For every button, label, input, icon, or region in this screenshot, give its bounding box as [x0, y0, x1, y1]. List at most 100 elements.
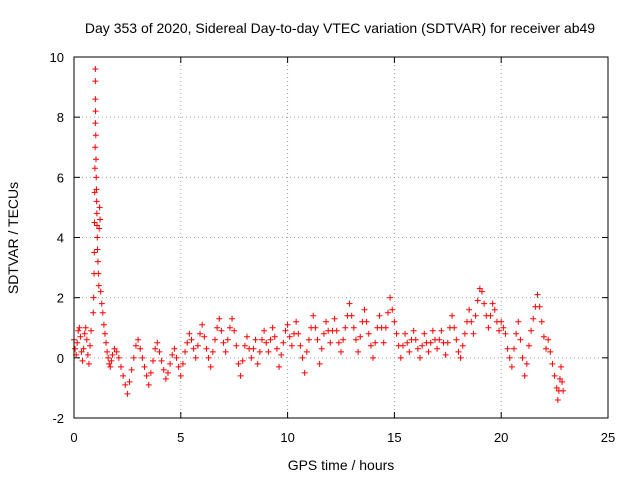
data-point — [145, 381, 152, 388]
data-point — [273, 345, 280, 352]
data-point — [91, 219, 98, 226]
data-point — [91, 165, 98, 172]
data-point — [244, 333, 251, 340]
data-point — [78, 348, 85, 355]
data-point — [109, 351, 116, 358]
data-point — [427, 339, 434, 346]
data-point — [278, 351, 285, 358]
data-point — [485, 324, 492, 331]
data-point — [93, 198, 100, 205]
data-point — [530, 315, 537, 322]
data-point — [295, 330, 302, 337]
data-point — [429, 327, 436, 334]
data-point — [152, 345, 159, 352]
data-point — [380, 339, 387, 346]
y-tick-label: 0 — [57, 351, 64, 366]
data-point — [525, 342, 532, 349]
data-point — [92, 78, 99, 85]
data-point — [96, 225, 103, 232]
data-point — [156, 348, 163, 355]
y-tick-label: 8 — [57, 110, 64, 125]
data-point — [252, 336, 259, 343]
data-point — [442, 351, 449, 358]
data-point — [92, 144, 99, 151]
data-point — [474, 297, 481, 304]
data-point — [476, 285, 483, 292]
data-point — [248, 354, 255, 361]
data-point — [229, 315, 236, 322]
data-point — [108, 357, 115, 364]
data-point — [101, 330, 108, 337]
data-point — [162, 375, 169, 382]
data-point — [220, 339, 227, 346]
data-point — [95, 270, 102, 277]
data-point — [74, 339, 81, 346]
data-point — [417, 354, 424, 361]
data-point — [94, 246, 101, 253]
data-point — [85, 360, 92, 367]
data-point — [556, 375, 563, 382]
data-point — [558, 363, 565, 370]
data-point — [293, 318, 300, 325]
data-point — [554, 396, 561, 403]
data-point — [384, 309, 391, 316]
data-point — [560, 387, 567, 394]
data-point — [97, 216, 104, 223]
data-point — [254, 360, 261, 367]
data-point — [137, 345, 144, 352]
x-tick-label: 5 — [177, 430, 184, 445]
data-point — [190, 345, 197, 352]
data-point — [154, 339, 161, 346]
data-point — [500, 324, 507, 331]
data-point — [449, 312, 456, 319]
data-point — [461, 330, 468, 337]
data-point — [352, 336, 359, 343]
data-point — [342, 324, 349, 331]
data-point — [224, 336, 231, 343]
data-point — [519, 354, 526, 361]
data-point — [90, 294, 97, 301]
data-point — [376, 312, 383, 319]
data-point — [323, 318, 330, 325]
data-point — [173, 354, 180, 361]
data-point — [549, 360, 556, 367]
data-point — [132, 342, 139, 349]
data-point — [271, 333, 278, 340]
data-point — [105, 354, 112, 361]
data-point — [397, 354, 404, 361]
data-point — [117, 363, 124, 370]
data-point — [135, 336, 142, 343]
data-point — [267, 336, 274, 343]
data-point — [124, 390, 131, 397]
data-point — [231, 327, 238, 334]
data-point — [95, 282, 102, 289]
data-point — [256, 348, 263, 355]
data-point — [94, 258, 101, 265]
data-point — [387, 294, 394, 301]
data-point — [425, 348, 432, 355]
x-tick-label: 0 — [70, 430, 77, 445]
plot-frame — [73, 56, 609, 419]
data-point — [84, 351, 91, 358]
chart-title: Day 353 of 2020, Sidereal Day-to-day VTE… — [85, 20, 595, 36]
data-point — [559, 378, 566, 385]
data-point — [444, 339, 451, 346]
data-point — [421, 330, 428, 337]
data-point — [92, 108, 99, 115]
data-point — [126, 378, 133, 385]
data-point — [158, 357, 165, 364]
data-point — [96, 204, 103, 211]
data-point — [222, 348, 229, 355]
data-point — [502, 330, 509, 337]
data-point — [372, 339, 379, 346]
data-point — [258, 336, 265, 343]
data-point — [547, 348, 554, 355]
data-points — [71, 66, 567, 403]
data-point — [115, 354, 122, 361]
data-point — [207, 363, 214, 370]
data-point — [203, 345, 210, 352]
tick-labels: 0 5 10 15 20 25 -2 0 2 4 6 8 10 — [50, 50, 616, 445]
data-point — [77, 333, 84, 340]
data-point — [103, 339, 110, 346]
data-point — [83, 336, 90, 343]
